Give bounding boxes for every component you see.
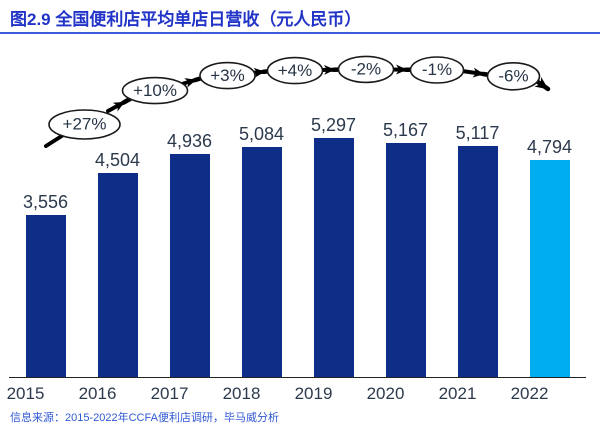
svg-text:-1%: -1% [422, 60, 452, 79]
svg-text:-6%: -6% [498, 67, 528, 86]
svg-text:-2%: -2% [351, 60, 381, 79]
svg-text:+10%: +10% [133, 81, 177, 100]
svg-text:+4%: +4% [278, 61, 313, 80]
svg-text:+27%: +27% [63, 115, 107, 134]
svg-text:+3%: +3% [210, 66, 245, 85]
